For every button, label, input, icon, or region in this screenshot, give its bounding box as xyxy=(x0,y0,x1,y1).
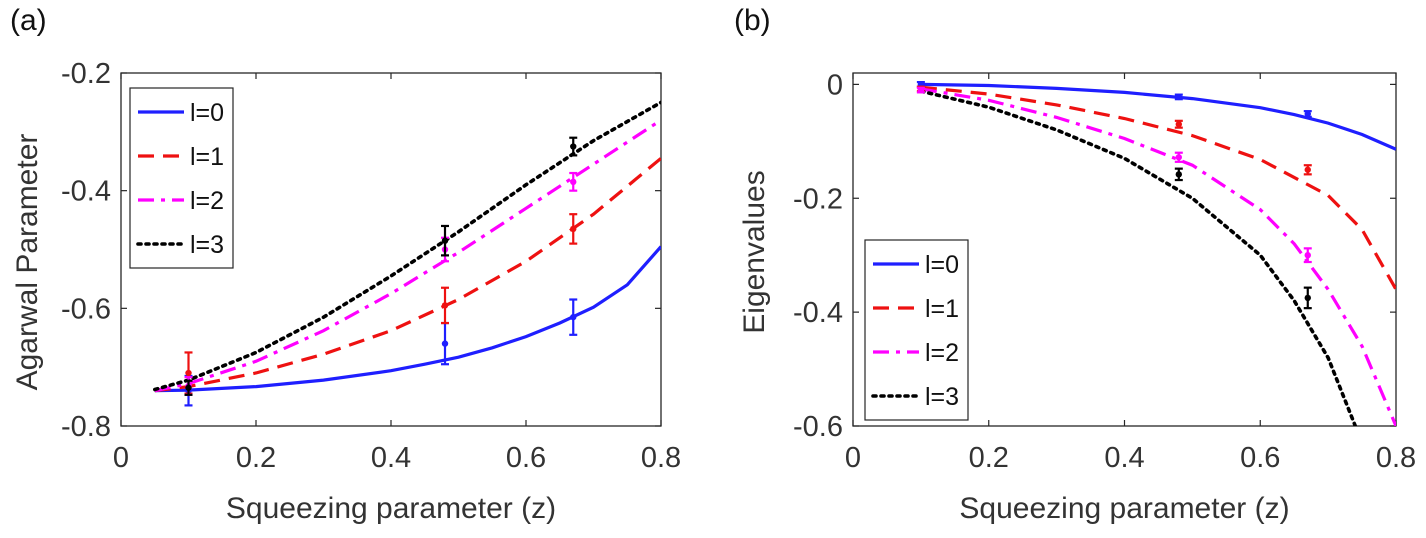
data-point xyxy=(1175,154,1183,161)
data-point xyxy=(1175,121,1183,128)
error-bar-point xyxy=(916,86,925,94)
panel-label: (b) xyxy=(734,4,771,37)
y-axis-label: Eigenvalues xyxy=(738,170,771,333)
error-bar-point xyxy=(1303,164,1312,176)
legend-label-l1: l=1 xyxy=(925,295,959,323)
series-line-l2 xyxy=(154,118,661,393)
y-tick-label: 0 xyxy=(827,69,843,101)
data-point xyxy=(570,313,577,321)
data-point xyxy=(441,340,449,347)
error-bar-point xyxy=(1303,286,1312,310)
series-line-l1 xyxy=(920,85,1396,291)
legend-label-l1: l=1 xyxy=(190,143,224,171)
data-point xyxy=(1304,251,1311,259)
y-axis-label: Agarwal Parameter xyxy=(11,134,44,391)
series-line-l3 xyxy=(919,89,1358,426)
error-bar-point xyxy=(1303,110,1312,118)
legend-label-l2: l=2 xyxy=(190,187,224,215)
y-tick-label: -0.4 xyxy=(61,176,111,208)
x-axis-label: Squeezing parameter (z) xyxy=(226,492,556,525)
x-tick-label: 0.4 xyxy=(1104,442,1144,474)
legend-label-l3: l=3 xyxy=(190,231,224,259)
x-tick-label: 0 xyxy=(113,442,129,474)
error-bar-point xyxy=(1174,93,1183,101)
error-bar-point xyxy=(441,224,449,257)
legend-label-l0: l=0 xyxy=(925,251,959,279)
data-point xyxy=(1304,294,1311,302)
x-tick-label: 0.2 xyxy=(236,442,276,474)
data-point xyxy=(570,178,577,186)
y-tick-label: -0.6 xyxy=(793,411,843,443)
error-bar-point xyxy=(1174,119,1183,129)
data-point xyxy=(185,369,192,377)
legend-box xyxy=(129,87,234,269)
error-bar-point xyxy=(569,298,578,336)
panel-label: (a) xyxy=(10,4,47,37)
y-tick-label: -0.6 xyxy=(61,293,111,325)
data-point xyxy=(1304,110,1311,118)
error-bar-point xyxy=(1174,167,1183,182)
series-group xyxy=(153,100,661,407)
legend: l=0 l=1 l=2 l=3 xyxy=(864,239,969,421)
x-tick-label: 0.6 xyxy=(506,442,546,474)
legend: l=0 l=1 l=2 l=3 xyxy=(129,87,234,269)
series-line-l0 xyxy=(154,245,661,393)
series-line-l2 xyxy=(920,87,1396,426)
data-point xyxy=(917,86,925,94)
chart-panel-b: (b) 0 0.2 0.4 0.6 0.8 -0.6 -0.4 -0.2 0 Squeezing p… xyxy=(734,4,1416,525)
error-bar-point xyxy=(569,136,578,157)
x-axis-label: Squeezing parameter (z) xyxy=(959,492,1289,525)
error-bar-point xyxy=(184,379,193,396)
error-bar-point xyxy=(441,286,449,325)
legend-label-l0: l=0 xyxy=(190,99,224,127)
x-tick-label: 0.8 xyxy=(641,442,681,474)
x-tick-label: 0.4 xyxy=(371,442,411,474)
y-tick-label: -0.4 xyxy=(793,297,843,329)
y-tick-label: -0.2 xyxy=(61,58,111,90)
y-tick-label: -0.8 xyxy=(61,411,111,443)
legend-label-l2: l=2 xyxy=(925,339,959,367)
error-bar-point xyxy=(1174,151,1183,163)
x-tick-label: 0.6 xyxy=(1240,442,1280,474)
legend-label-l3: l=3 xyxy=(925,383,959,411)
error-bar-point xyxy=(569,171,578,192)
error-bar-point xyxy=(1303,247,1312,264)
data-point xyxy=(1175,171,1183,178)
data-point xyxy=(1175,93,1183,101)
series-line-l0 xyxy=(920,82,1396,151)
x-tick-label: 0 xyxy=(845,442,861,474)
x-tick-label: 0.8 xyxy=(1376,442,1416,474)
chart-panel-a: (a) 0 0.2 0.4 0.6 0.8 -0.8 -0.6 -0.4 -0.2 Squeezin… xyxy=(10,4,681,525)
data-point xyxy=(1304,166,1311,173)
legend-box xyxy=(864,239,969,421)
error-bar-point xyxy=(569,213,578,245)
x-tick-label: 0.2 xyxy=(969,442,1009,474)
data-point xyxy=(185,384,192,391)
series-group xyxy=(916,81,1396,426)
data-point xyxy=(441,237,449,244)
data-point xyxy=(441,302,449,309)
data-point xyxy=(570,225,577,233)
y-tick-label: -0.2 xyxy=(793,183,843,215)
data-point xyxy=(570,143,577,150)
